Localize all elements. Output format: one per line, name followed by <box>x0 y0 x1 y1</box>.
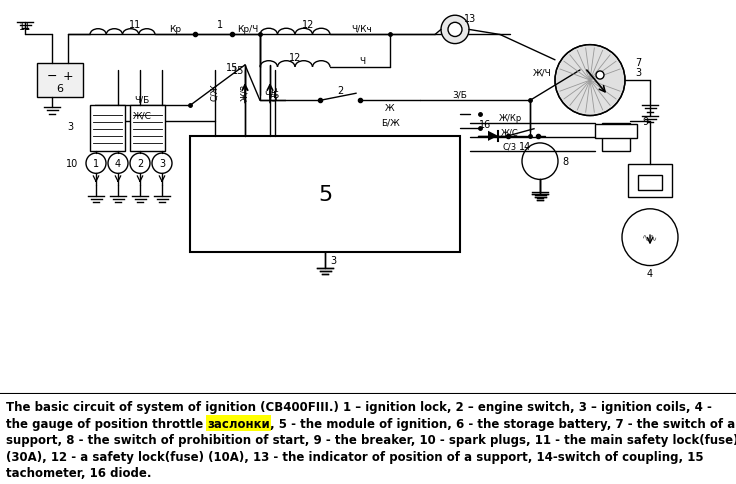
Text: 3/Б: 3/Б <box>453 91 467 100</box>
Text: 2: 2 <box>137 159 143 169</box>
Text: 15: 15 <box>226 63 238 73</box>
Text: 3: 3 <box>67 121 73 132</box>
Circle shape <box>522 144 558 180</box>
Bar <box>595 124 637 138</box>
Text: The basic circuit of system of ignition (CB400FIII.) 1 – ignition lock, 2 – engi: The basic circuit of system of ignition … <box>6 400 712 413</box>
Text: 10: 10 <box>66 159 78 169</box>
Text: 11: 11 <box>129 20 141 30</box>
Text: 6: 6 <box>57 84 63 94</box>
Text: Кр/Ч: Кр/Ч <box>238 25 258 34</box>
Text: О/С: О/С <box>271 86 280 101</box>
Text: 13: 13 <box>464 14 476 24</box>
Text: 3: 3 <box>159 159 165 169</box>
Text: 11: 11 <box>19 22 31 32</box>
Bar <box>130 106 165 151</box>
Text: 3: 3 <box>635 68 641 78</box>
Circle shape <box>622 210 678 266</box>
Text: 12: 12 <box>302 20 314 30</box>
Circle shape <box>108 154 128 174</box>
Text: Ж: Ж <box>385 104 394 113</box>
Text: 16: 16 <box>479 120 491 129</box>
Text: Ч/Кч: Ч/Кч <box>352 25 372 34</box>
Text: 15: 15 <box>232 66 244 76</box>
Text: 12: 12 <box>289 53 301 62</box>
Text: заслонки: заслонки <box>207 417 270 430</box>
Text: 4: 4 <box>115 159 121 169</box>
Bar <box>628 165 672 197</box>
Polygon shape <box>488 132 498 142</box>
Text: 9: 9 <box>642 116 648 126</box>
Circle shape <box>130 154 150 174</box>
Text: 4: 4 <box>647 268 653 278</box>
Circle shape <box>441 16 469 45</box>
Text: С/3: С/3 <box>503 142 517 151</box>
Bar <box>90 106 125 151</box>
Circle shape <box>152 154 172 174</box>
Bar <box>602 123 630 151</box>
Text: support, 8 - the switch of prohibition of start, 9 - the breaker, 10 - spark plu: support, 8 - the switch of prohibition o… <box>6 433 736 446</box>
Text: 5: 5 <box>318 185 332 205</box>
Text: 7: 7 <box>635 58 641 68</box>
Text: 1: 1 <box>93 159 99 169</box>
Text: (30A), 12 - a safety lock(fuse) (10A), 13 - the indicator of position of a suppo: (30A), 12 - a safety lock(fuse) (10A), 1… <box>6 450 704 463</box>
Text: tachometer, 16 diode.: tachometer, 16 diode. <box>6 466 151 479</box>
Text: 14: 14 <box>519 142 531 151</box>
Text: С/Ж: С/Ж <box>210 83 219 101</box>
Text: 8: 8 <box>562 157 568 167</box>
Text: Ч/Б: Ч/Б <box>264 91 280 100</box>
Text: Б/Ж: Б/Ж <box>381 118 400 127</box>
Text: Ж/С: Ж/С <box>501 128 519 137</box>
Text: , 5 - the module of ignition, 6 - the storage battery, 7 - the switch of a: , 5 - the module of ignition, 6 - the st… <box>270 417 735 430</box>
Text: Ж/С: Ж/С <box>132 111 152 120</box>
Text: Ж/3: Ж/3 <box>241 84 250 101</box>
Text: 3: 3 <box>330 256 336 266</box>
Text: 2: 2 <box>337 86 343 96</box>
Bar <box>190 136 460 253</box>
Circle shape <box>86 154 106 174</box>
Text: ∿∿: ∿∿ <box>642 233 658 242</box>
Text: −: − <box>47 69 57 82</box>
Text: 1: 1 <box>217 20 223 30</box>
Text: +: + <box>63 69 74 82</box>
Text: Ч: Ч <box>359 57 365 66</box>
Circle shape <box>555 45 625 116</box>
Text: Ж/Кр: Ж/Кр <box>498 114 522 123</box>
Text: the gauge of position throttle: the gauge of position throttle <box>6 417 207 430</box>
Circle shape <box>596 72 604 80</box>
Circle shape <box>448 23 462 37</box>
Bar <box>638 176 662 190</box>
Text: Ж/Ч: Ж/Ч <box>533 68 551 77</box>
Text: Ч/Б: Ч/Б <box>135 96 149 105</box>
Bar <box>37 64 83 98</box>
Text: Кр: Кр <box>169 25 181 34</box>
